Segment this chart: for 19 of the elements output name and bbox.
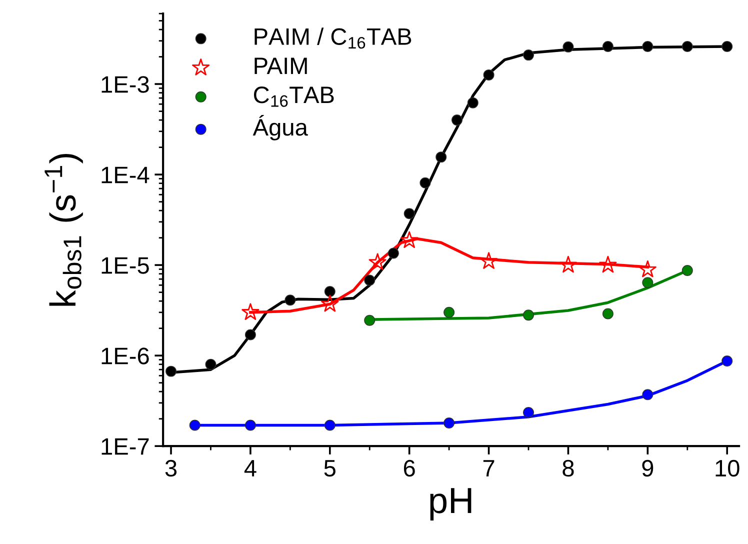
legend-label: PAIM [254, 58, 307, 74]
y-tick-label: 1E-7 [102, 438, 149, 455]
y-tick-label: 1E-6 [102, 348, 149, 364]
x-tick-label: 3 [165, 460, 177, 477]
legend-label: PAIM / C$_{16}$TAB [254, 28, 412, 49]
legend-label: C$_{16}$TAB [254, 86, 334, 107]
x-tick-label: 8 [562, 460, 574, 477]
y-tick-label: 1E-3 [102, 76, 149, 93]
y-tick-label: 1E-4 [102, 166, 150, 184]
legend-label: Água [252, 115, 308, 140]
y-tick-label: 1E-5 [102, 257, 149, 274]
x-axis-title: pH [430, 488, 472, 520]
x-tick-label: 6 [404, 460, 415, 477]
y-axis-title: k$_{obs1}$ (s$^{−1}$) [44, 154, 83, 306]
x-tick-label: 7 [483, 460, 494, 476]
x-tick-label: 5 [324, 460, 336, 477]
x-tick-label: 10 [716, 460, 740, 477]
x-tick-label: 4 [244, 460, 256, 476]
x-tick-label: 9 [642, 460, 654, 477]
